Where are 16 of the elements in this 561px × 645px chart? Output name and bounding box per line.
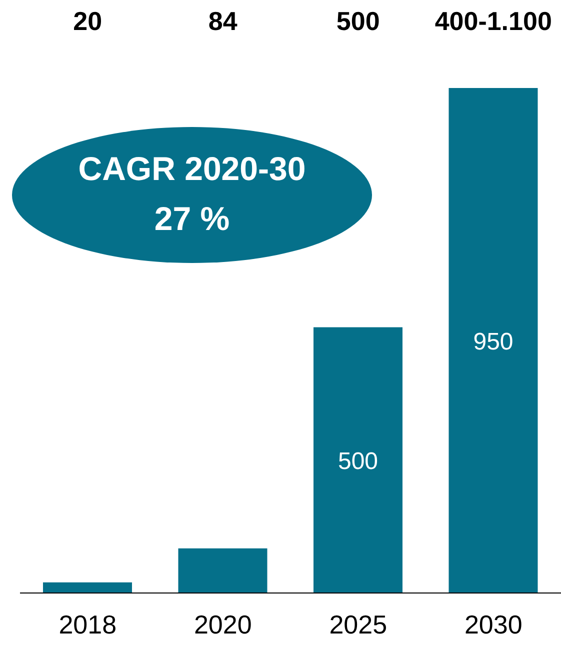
bar	[42, 582, 132, 593]
bar	[313, 327, 402, 593]
text: 400-1.100	[434, 6, 552, 36]
text: 20	[73, 6, 102, 36]
data-label: 500	[338, 448, 378, 476]
x-tick-label: 2020	[194, 609, 252, 640]
x-tick-label: 2025	[329, 609, 388, 640]
annotation: 27 %	[154, 200, 230, 237]
x-tick-label: 2030	[464, 609, 522, 640]
bar	[448, 88, 538, 593]
text: 84	[208, 6, 238, 36]
data-label: 950	[473, 328, 514, 356]
text: 500	[336, 6, 380, 36]
x-tick-label: 2018	[58, 609, 117, 640]
annotation: CAGR 2020-30	[78, 150, 306, 187]
bar	[178, 548, 268, 593]
